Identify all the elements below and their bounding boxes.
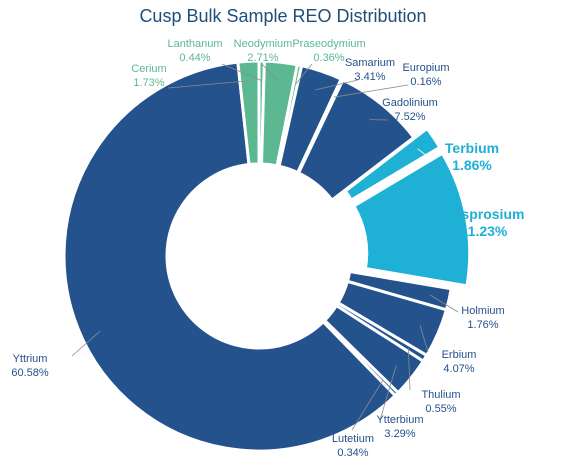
leader-europium xyxy=(333,84,409,98)
label-name-cerium: Cerium xyxy=(131,63,166,75)
slice-cerium xyxy=(236,59,261,167)
label-value-gadolinium: 7.52% xyxy=(394,111,425,123)
label-name-ytterbium: Ytterbium xyxy=(376,414,423,426)
label-value-cerium: 1.73% xyxy=(133,77,164,89)
chart-title: Cusp Bulk Sample REO Distribution xyxy=(139,6,427,26)
label-value-europium: 0.16% xyxy=(410,76,441,88)
slice-yttrium xyxy=(62,60,397,453)
slices-group xyxy=(62,59,472,453)
leader-ytterbium xyxy=(379,365,397,421)
label-name-gadolinium: Gadolinium xyxy=(382,97,438,109)
label-value-terbium: 1.86% xyxy=(452,157,492,173)
leader-lutetium xyxy=(351,380,384,431)
leader-terbium xyxy=(417,148,433,161)
label-name-neodymium: Neodymium xyxy=(234,38,293,50)
label-value-erbium: 4.07% xyxy=(443,363,474,375)
label-value-yttrium: 60.58% xyxy=(11,367,49,379)
label-value-dysprosium: 11.23% xyxy=(461,223,508,239)
label-name-samarium: Samarium xyxy=(345,57,395,69)
leader-cerium xyxy=(167,80,250,89)
slice-dysprosium xyxy=(352,151,472,288)
label-value-lanthanum: 0.44% xyxy=(179,52,210,64)
leader-neodymium xyxy=(261,63,280,82)
label-name-terbium: Terbium xyxy=(445,140,499,156)
label-name-erbium: Erbium xyxy=(442,349,477,361)
leader-samarium xyxy=(315,79,359,91)
label-value-samarium: 3.41% xyxy=(354,71,385,83)
leader-holmium xyxy=(429,294,459,313)
label-value-holmium: 1.76% xyxy=(467,319,498,331)
label-name-europium: Europium xyxy=(402,62,449,74)
slice-terbium xyxy=(343,126,442,202)
leader-lines-group xyxy=(71,63,459,431)
leader-praseodymium xyxy=(295,63,313,85)
label-value-thulium: 0.55% xyxy=(425,403,456,415)
label-value-ytterbium: 3.29% xyxy=(384,428,415,440)
label-name-yttrium: Yttrium xyxy=(13,353,48,365)
label-value-praseodymium: 0.36% xyxy=(313,52,344,64)
label-value-neodymium: 2.71% xyxy=(247,52,278,64)
leader-lanthanum xyxy=(221,63,262,81)
leader-erbium xyxy=(419,325,429,353)
label-name-praseodymium: Praseodymium xyxy=(292,38,365,50)
label-name-dysprosium: Dysprosium xyxy=(444,206,525,222)
leader-thulium xyxy=(407,348,411,391)
label-value-lutetium: 0.34% xyxy=(337,447,368,459)
label-name-thulium: Thulium xyxy=(421,389,460,401)
labels-group: Lanthanum 0.44% Neodymium 2.71% Praseodymium… xyxy=(11,38,524,459)
label-name-holmium: Holmium xyxy=(461,305,504,317)
label-name-lutetium: Lutetium xyxy=(332,433,374,445)
leader-yttrium xyxy=(71,330,101,357)
label-name-lanthanum: Lanthanum xyxy=(167,38,222,50)
